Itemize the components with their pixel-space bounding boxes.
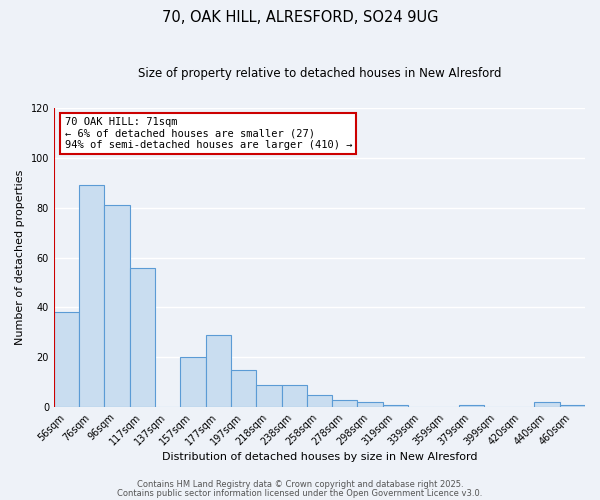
Bar xyxy=(79,186,104,407)
Text: Contains public sector information licensed under the Open Government Licence v3: Contains public sector information licen… xyxy=(118,488,482,498)
Bar xyxy=(281,384,307,407)
Bar xyxy=(130,268,155,407)
Bar xyxy=(256,384,281,407)
Y-axis label: Number of detached properties: Number of detached properties xyxy=(15,170,25,346)
Bar xyxy=(458,404,484,407)
Bar xyxy=(231,370,256,407)
Text: 70, OAK HILL, ALRESFORD, SO24 9UG: 70, OAK HILL, ALRESFORD, SO24 9UG xyxy=(162,10,438,25)
Bar xyxy=(104,206,130,407)
Bar xyxy=(560,404,585,407)
Bar xyxy=(332,400,358,407)
X-axis label: Distribution of detached houses by size in New Alresford: Distribution of detached houses by size … xyxy=(162,452,477,462)
Bar xyxy=(206,335,231,407)
Bar xyxy=(181,358,206,407)
Text: Contains HM Land Registry data © Crown copyright and database right 2025.: Contains HM Land Registry data © Crown c… xyxy=(137,480,463,489)
Bar xyxy=(307,394,332,407)
Text: 70 OAK HILL: 71sqm
← 6% of detached houses are smaller (27)
94% of semi-detached: 70 OAK HILL: 71sqm ← 6% of detached hous… xyxy=(65,117,352,150)
Bar xyxy=(535,402,560,407)
Bar xyxy=(358,402,383,407)
Title: Size of property relative to detached houses in New Alresford: Size of property relative to detached ho… xyxy=(138,68,501,80)
Bar xyxy=(383,404,408,407)
Bar xyxy=(54,312,79,407)
